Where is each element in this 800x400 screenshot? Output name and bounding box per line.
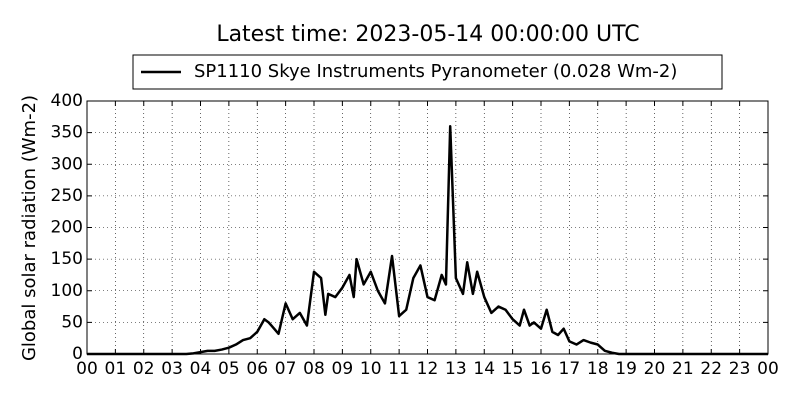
x-tick-label: 02 (133, 359, 155, 379)
x-tick-label: 16 (530, 359, 552, 379)
y-tick-label: 150 (51, 249, 83, 269)
y-tick-label: 400 (51, 91, 83, 111)
x-tick-label: 07 (275, 359, 297, 379)
legend-label: SP1110 Skye Instruments Pyranometer (0.0… (194, 61, 677, 82)
y-tick-label: 350 (51, 123, 83, 143)
x-tick-label: 15 (502, 359, 524, 379)
x-tick-label: 06 (246, 359, 268, 379)
x-tick-label: 04 (190, 359, 212, 379)
x-tick-label: 12 (417, 359, 439, 379)
x-tick-label: 23 (729, 359, 751, 379)
legend-box (132, 54, 723, 90)
x-tick-label: 00 (757, 359, 779, 379)
x-tick-label: 20 (644, 359, 666, 379)
x-tick-label: 00 (76, 359, 98, 379)
y-tick-label: 100 (51, 281, 83, 301)
y-tick-label: 300 (51, 154, 83, 174)
x-tick-label: 03 (161, 359, 183, 379)
x-tick-label: 08 (303, 359, 325, 379)
x-tick-label: 10 (360, 359, 382, 379)
x-tick-label: 14 (473, 359, 495, 379)
x-tick-label: 09 (332, 359, 354, 379)
y-tick-label: 200 (51, 218, 83, 238)
y-axis-label: Global solar radiation (Wm-2) (19, 95, 40, 361)
y-tick-label: 50 (61, 312, 83, 332)
y-tick-label: 0 (72, 344, 83, 364)
x-tick-label: 19 (615, 359, 637, 379)
x-tick-label: 22 (700, 359, 722, 379)
x-tick-label: 17 (559, 359, 581, 379)
x-tick-label: 11 (388, 359, 410, 379)
x-tick-label: 18 (587, 359, 609, 379)
data-line (87, 125, 768, 356)
x-tick-label: 21 (672, 359, 694, 379)
x-tick-label: 05 (218, 359, 240, 379)
plot-frame (86, 100, 769, 355)
y-tick-label: 250 (51, 186, 83, 206)
x-tick-label: 01 (105, 359, 127, 379)
x-tick-label: 13 (445, 359, 467, 379)
chart-title: Latest time: 2023-05-14 00:00:00 UTC (216, 22, 639, 47)
